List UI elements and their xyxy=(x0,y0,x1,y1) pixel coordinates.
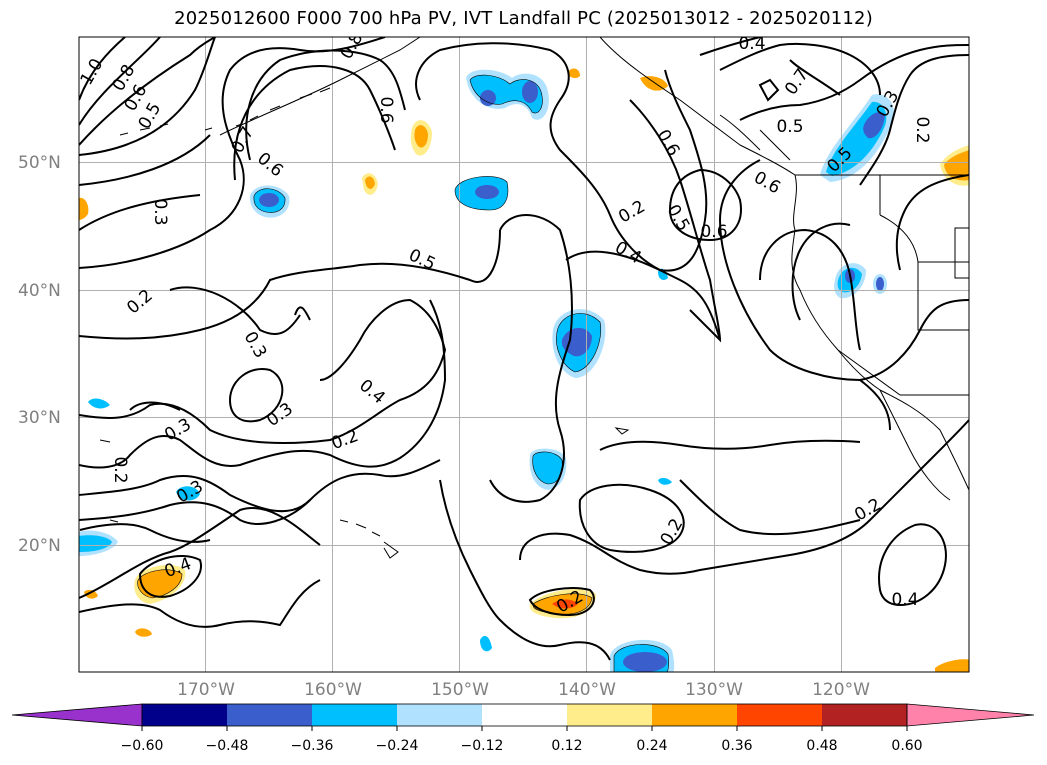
contour-label: 0.2 xyxy=(110,456,130,483)
contour-label: 0.4 xyxy=(355,376,389,409)
colorbar-segment xyxy=(227,704,313,726)
colorbar xyxy=(11,703,1035,731)
contour-label: 0.3 xyxy=(263,399,297,431)
contour-label: 0.4 xyxy=(738,34,765,54)
contour-label: 0.3 xyxy=(150,198,170,225)
colorbar-tick-label: 0.24 xyxy=(636,738,668,754)
contour-label: 0.2 xyxy=(615,197,648,228)
contour-label: 0.6 xyxy=(253,149,287,182)
contour-label: 0.5 xyxy=(776,117,803,137)
colorbar-extend-min xyxy=(11,703,143,727)
colorbar-tick-label: −0.24 xyxy=(375,738,419,754)
contour-label: 0.6 xyxy=(376,96,396,123)
colorbar-segment xyxy=(567,704,653,726)
contour-label: 0.6 xyxy=(750,168,783,199)
colorbar-tick-label: 0.48 xyxy=(806,738,838,754)
colorbar-segment xyxy=(142,704,228,726)
colorbar-segment xyxy=(737,704,823,726)
colorbar-segment xyxy=(652,704,738,726)
gridlines xyxy=(79,37,969,672)
contour-label: 0.4 xyxy=(891,590,918,610)
lat-tick-label: 40°N xyxy=(18,281,61,301)
colorbar-extend-max xyxy=(906,703,1035,727)
lon-tick-label: 150°W xyxy=(431,680,489,700)
contour-label: 0.4 xyxy=(611,238,644,269)
lon-tick-label: 140°W xyxy=(558,680,616,700)
lon-tick-label: 120°W xyxy=(812,680,870,700)
colorbar-tick-label: −0.48 xyxy=(205,738,249,754)
contour-label: 0.7 xyxy=(228,123,259,156)
lon-tick-label: 160°W xyxy=(304,680,362,700)
contour-label: 0.2 xyxy=(912,116,932,143)
colorbar-segment xyxy=(397,704,483,726)
contour-label: 0.6 xyxy=(700,222,727,242)
colorbar-tick-label: −0.60 xyxy=(120,738,164,754)
colorbar-segment xyxy=(822,704,908,726)
colorbar-tick-label: 0.60 xyxy=(891,738,923,754)
colorbar-tick-label: −0.36 xyxy=(290,738,334,754)
colorbar-segment xyxy=(312,704,398,726)
lon-tick-label: 170°W xyxy=(177,680,235,700)
lat-tick-label: 50°N xyxy=(18,153,61,173)
map-frame xyxy=(78,36,970,673)
lat-tick-label: 20°N xyxy=(18,536,61,556)
pv-contours xyxy=(79,37,969,661)
contour-label: 0.8 xyxy=(337,29,368,62)
lon-tick-label: 130°W xyxy=(685,680,743,700)
colorbar-frame xyxy=(141,703,908,727)
shading-outlines xyxy=(137,74,669,672)
colorbar-tick-label: 0.12 xyxy=(551,738,583,754)
contour-label: 0.3 xyxy=(161,415,194,446)
map-title: 2025012600 F000 700 hPa PV, IVT Landfall… xyxy=(174,8,873,29)
colorbar-segment xyxy=(482,704,568,726)
contour-label: 0.6 xyxy=(653,126,684,159)
contour-label: 0.7 xyxy=(781,65,813,99)
lat-tick-label: 30°N xyxy=(18,408,61,428)
colorbar-tick-label: −0.12 xyxy=(460,738,504,754)
negative-shading xyxy=(79,69,894,672)
colorbar-tick-label: 0.36 xyxy=(721,738,753,754)
